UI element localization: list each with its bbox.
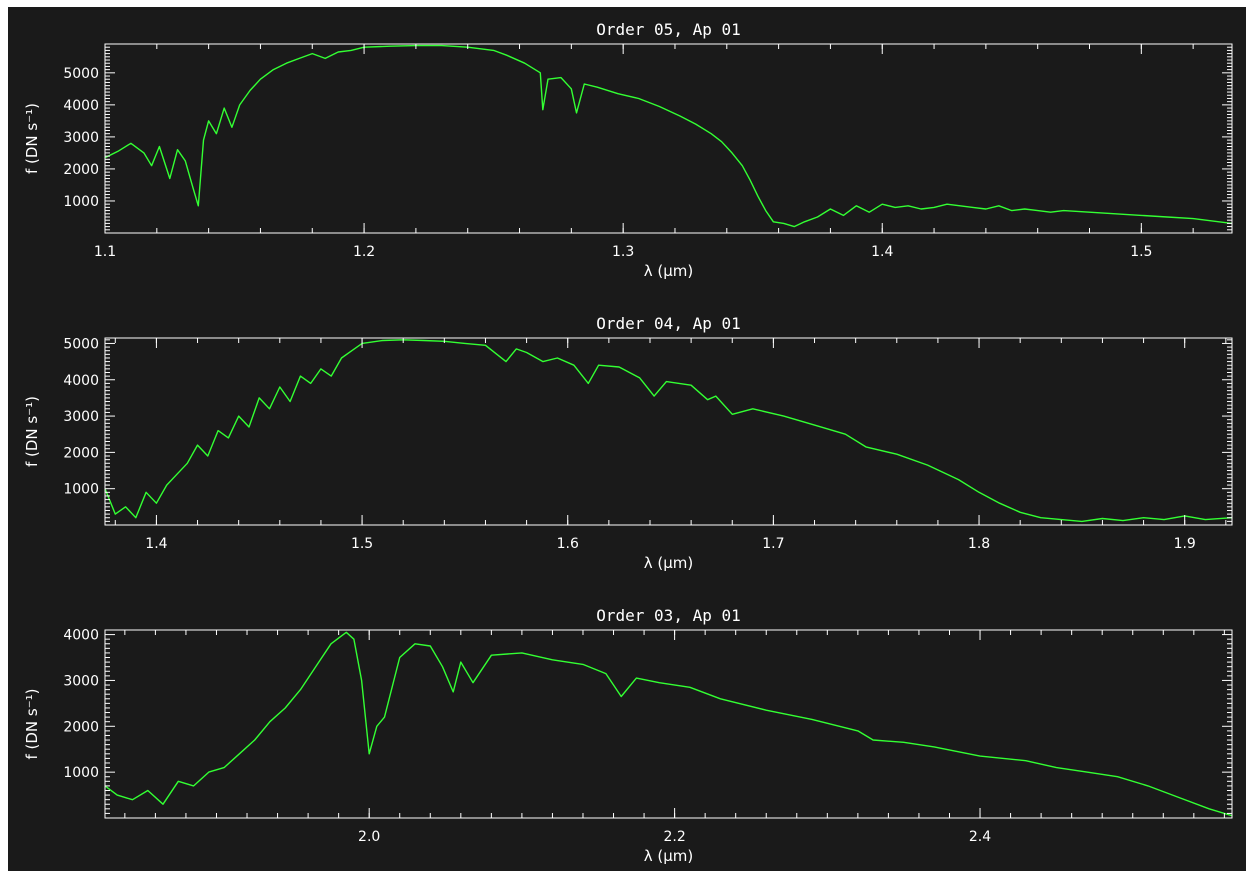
- spectrum-line-1: [105, 631, 1232, 817]
- panel-title: Order 03, Ap 01: [596, 606, 741, 625]
- y-tick-label: 5000: [63, 336, 99, 352]
- y-tick-label: 3000: [63, 409, 99, 425]
- x-axis-label: λ (μm): [644, 554, 694, 572]
- plot-frame: [104, 43, 1233, 234]
- y-tick-label: 2000: [63, 445, 99, 461]
- x-tick-label: 1.1: [94, 244, 116, 260]
- spectra-chart: 1.1 1.2 1.3 1.4 1.5 1000 2000 3000 4000 5000 Order…: [23, 20, 1233, 865]
- panel-3: 2.0 2.2 2.4 1000 2000 3000 4000 Order 03, Ap 01…: [23, 606, 1233, 865]
- x-tick-label: 1.5: [351, 536, 373, 552]
- x-tick-label: 1.6: [557, 536, 579, 552]
- x-tick-label: 1.7: [762, 536, 784, 552]
- y-axis-label: f (DN s⁻¹): [23, 103, 41, 174]
- x-axis-label: λ (μm): [644, 847, 694, 865]
- x-tick-label: 1.8: [968, 536, 990, 552]
- x-tick-label: 1.2: [353, 244, 375, 260]
- x-tick-label: 1.9: [1174, 536, 1196, 552]
- panel-title: Order 04, Ap 01: [596, 314, 741, 333]
- y-tick-label: 1000: [63, 194, 99, 210]
- x-tick-label: 2.2: [663, 829, 685, 845]
- y-tick-label: 2000: [63, 719, 99, 735]
- x-tick-label: 1.3: [612, 244, 634, 260]
- y-tick-label: 1000: [63, 482, 99, 498]
- x-tick-label: 1.4: [871, 244, 893, 260]
- plot-frame: [104, 337, 1233, 526]
- y-tick-label: 4000: [63, 98, 99, 114]
- panel-title: Order 05, Ap 01: [596, 20, 741, 39]
- x-tick-label: 2.4: [969, 829, 991, 845]
- x-tick-label: 1.4: [145, 536, 167, 552]
- x-axis-label: λ (μm): [644, 262, 694, 280]
- y-axis-label: f (DN s⁻¹): [23, 396, 41, 467]
- y-tick-label: 5000: [63, 66, 99, 82]
- panel-1: 1.1 1.2 1.3 1.4 1.5 1000 2000 3000 4000 5000 Order…: [23, 20, 1233, 280]
- y-tick-label: 3000: [63, 673, 99, 689]
- y-tick-label: 2000: [63, 162, 99, 178]
- x-tick-label: 2.0: [358, 829, 380, 845]
- spectrum-line-1: [105, 339, 1232, 523]
- y-tick-label: 1000: [63, 765, 99, 781]
- y-tick-label: 3000: [63, 130, 99, 146]
- x-tick-label: 1.5: [1130, 244, 1152, 260]
- y-tick-label: 4000: [63, 373, 99, 389]
- panel-2: 1.4 1.5 1.6 1.7 1.8 1.9 1000 2000 3000 4000 5000 Or…: [23, 314, 1233, 572]
- spectra-figure: 1.1 1.2 1.3 1.4 1.5 1000 2000 3000 4000 5000 Order…: [8, 7, 1246, 871]
- y-axis-label: f (DN s⁻¹): [23, 688, 41, 759]
- spectrum-line-1: [105, 44, 1232, 228]
- plot-frame: [104, 629, 1233, 819]
- y-tick-label: 4000: [63, 628, 99, 644]
